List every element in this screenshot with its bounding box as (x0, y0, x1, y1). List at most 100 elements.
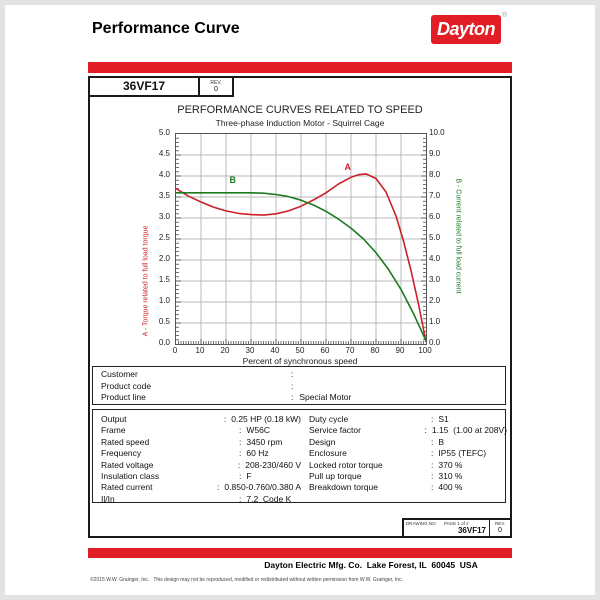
x-axis-tick-label: 90 (395, 346, 405, 355)
page-title: Performance Curve (92, 20, 240, 37)
spec-row: Locked rotor torque:370 % (309, 460, 507, 471)
curve-a (175, 173, 427, 343)
left-y-axis-tick-label: 4.0 (158, 170, 170, 179)
spec-column-right: Duty cycle: S1 Service factor:1.15 (1.00 … (301, 414, 507, 502)
spec-row: Il/In:7.2 Code K (101, 494, 301, 505)
x-axis-tick-label: 100 (418, 346, 432, 355)
spec-value: 370 % (438, 459, 463, 470)
left-y-axis-tick-label: 2.0 (158, 254, 170, 263)
spec-value: B (438, 436, 445, 447)
x-axis-tick-label: 10 (195, 346, 205, 355)
specifications-box: Output:0.25 HP (0.18 kW) Frame: W56C Rate… (92, 409, 507, 505)
left-y-axis-tick-label: 0.0 (158, 338, 170, 347)
spec-label: Duty cycle (309, 414, 349, 424)
left-y-axis-tick-label: 4.5 (158, 149, 170, 158)
spec-value: 60 Hz (246, 448, 269, 459)
right-y-axis-tick-label: 2.0 (429, 296, 441, 305)
right-y-axis-tick-label: 7.0 (429, 191, 441, 200)
right-y-axis-tick-label: 0.0 (429, 338, 441, 347)
spec-row: Service factor:1.15 (1.00 at 208V) (309, 425, 507, 436)
chart-title: PERFORMANCE CURVES RELATED TO SPEED (177, 104, 423, 116)
spec-label: Design (309, 436, 336, 447)
dayton-logo: Dayton (431, 15, 501, 44)
info-colon: : (291, 380, 294, 391)
spec-value: 3450 rpm (246, 436, 283, 447)
spec-colon: : (239, 448, 242, 459)
spec-label: Rated speed (101, 436, 150, 447)
x-axis-tick-label: 80 (370, 346, 380, 355)
model-number: 36VF17 (122, 79, 166, 93)
right-y-axis-tick-label: 9.0 (429, 149, 441, 158)
right-y-axis-tick-label: 1.0 (429, 317, 441, 326)
spec-colon: : (431, 436, 434, 447)
spec-colon: : (431, 471, 434, 482)
page-indicator: PAGE 1 of 2 (444, 521, 469, 526)
model-number-box: 36VF17 (88, 76, 200, 97)
left-y-axis-tick-label: 5.0 (158, 128, 170, 137)
drawing-main-cell: DRAWING NO. PAGE 1 of 2 36VF17 (404, 520, 489, 536)
spec-label: Rated current (101, 482, 153, 493)
spec-row: Output:0.25 HP (0.18 kW) (101, 414, 301, 425)
customer-info-box: Customer : Product code : Product line :… (92, 366, 506, 405)
spec-row: Duty cycle: S1 (309, 414, 507, 425)
left-y-axis-tick-label: 2.5 (158, 233, 170, 242)
spec-value: S1 (438, 414, 449, 424)
right-y-axis-tick-label: 8.0 (429, 170, 441, 179)
spec-colon: : (431, 414, 434, 424)
rev-value: 0 (498, 527, 502, 534)
drawing-number: 36VF17 (457, 526, 486, 535)
spec-row: Frequency:60 Hz (101, 448, 301, 459)
right-y-axis-tick-label: 5.0 (429, 233, 441, 242)
spec-row: Design: B (309, 437, 507, 448)
spec-column-left: Output:0.25 HP (0.18 kW) Frame: W56C Rate… (93, 414, 301, 505)
left-y-axis-tick-label: 3.5 (158, 191, 170, 200)
info-row: Customer : (101, 369, 505, 381)
spec-colon: : (237, 459, 241, 470)
spec-colon: : (431, 459, 434, 470)
revision-box: REV. 0 (198, 76, 234, 97)
spec-label: Locked rotor torque (309, 459, 383, 470)
rev-value: 0 (214, 86, 218, 93)
spec-value: IP55 (TEFC) (438, 448, 487, 459)
document-frame (88, 76, 512, 538)
left-y-axis-tick-label: 3.0 (158, 212, 170, 221)
info-value: Special Motor (299, 392, 352, 402)
bottom-red-bar (88, 548, 512, 558)
x-axis-tick-label: 70 (345, 346, 355, 355)
spec-value: 0.850-0.760/0.380 A (224, 482, 301, 493)
right-y-axis-tick-label: 3.0 (429, 275, 441, 284)
top-red-bar (88, 62, 512, 73)
spec-label: Service factor (309, 425, 361, 436)
spec-label: Breakdown torque (309, 482, 378, 493)
right-y-axis-tick-label: 6.0 (429, 212, 441, 221)
copyright-text: ©2015 W.W. Grainger, Inc. This design ma… (90, 577, 403, 583)
plot-canvas (175, 134, 427, 344)
x-axis-tick-label: 60 (320, 346, 330, 355)
right-y-axis-tick-label: 10.0 (429, 128, 445, 137)
spec-colon: : (223, 414, 227, 424)
drawing-no-label: DRAWING NO. (406, 521, 437, 526)
curve-label-a: A (344, 162, 352, 173)
spec-value: 208-230/460 V (245, 459, 301, 470)
chart-subtitle: Three-phase Induction Motor - Squirrel C… (215, 118, 385, 128)
right-y-axis-tick-label: 4.0 (429, 254, 441, 263)
left-y-axis-tick-label: 1.0 (158, 296, 170, 305)
spec-colon: : (239, 493, 242, 504)
spec-value: 310 % (438, 471, 463, 482)
spec-label: Frame (101, 425, 126, 436)
spec-colon: : (239, 471, 242, 482)
info-label: Product code (101, 380, 152, 391)
curve-label-b: B (229, 174, 237, 185)
x-axis-tick-label: 0 (172, 346, 178, 355)
spec-row: Rated voltage:208-230/460 V (101, 460, 301, 471)
info-label: Customer (101, 369, 138, 379)
spec-row: Pull up torque:310 % (309, 471, 507, 482)
left-y-axis-tick-label: 0.5 (158, 317, 170, 326)
spec-label: Frequency (101, 448, 142, 459)
spec-label: Insulation class (101, 471, 160, 482)
brand-text: Dayton (436, 19, 496, 39)
plot-area (175, 133, 427, 345)
drawing-number-box: DRAWING NO. PAGE 1 of 2 36VF17 REV. 0 (402, 518, 512, 538)
spec-value: 0.25 HP (0.18 kW) (231, 414, 301, 424)
